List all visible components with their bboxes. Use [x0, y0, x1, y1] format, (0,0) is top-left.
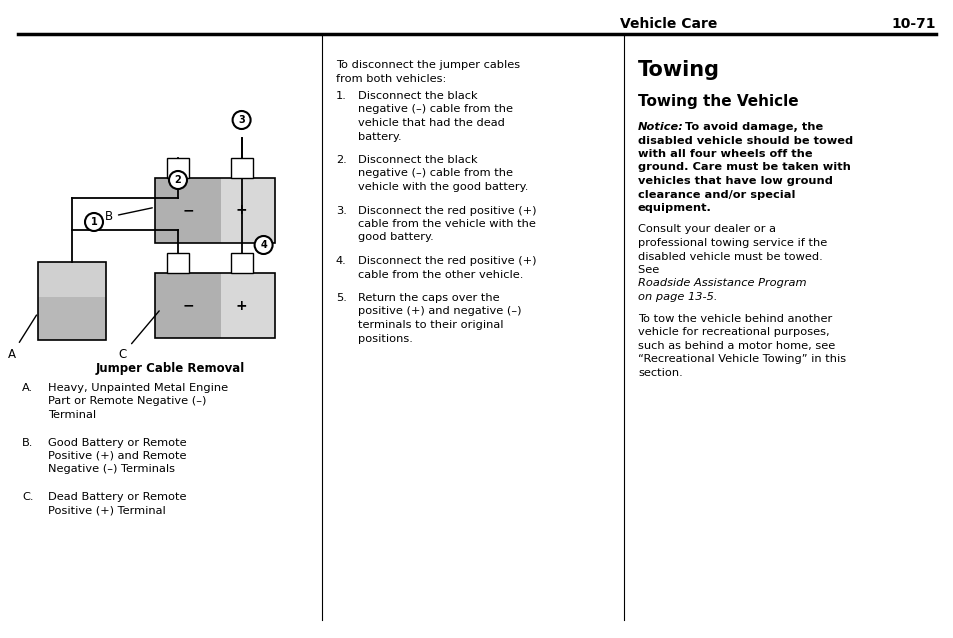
Text: Disconnect the black: Disconnect the black [357, 91, 477, 101]
Text: 2: 2 [174, 175, 181, 185]
Circle shape [85, 213, 103, 231]
Bar [221, 273, 274, 338]
Text: Good Battery or Remote: Good Battery or Remote [48, 438, 187, 447]
Text: Disconnect the red positive (+): Disconnect the red positive (+) [357, 256, 536, 266]
Text: vehicle that had the dead: vehicle that had the dead [357, 118, 504, 128]
Text: disabled vehicle should be towed: disabled vehicle should be towed [638, 135, 852, 145]
Text: Part or Remote Negative (–): Part or Remote Negative (–) [48, 396, 206, 406]
Bar [167, 158, 189, 178]
Text: professional towing service if the: professional towing service if the [638, 238, 826, 248]
Text: 4: 4 [260, 240, 267, 250]
Text: negative (–) cable from the: negative (–) cable from the [357, 105, 513, 114]
Text: Terminal: Terminal [48, 410, 96, 420]
Text: such as behind a motor home, see: such as behind a motor home, see [638, 341, 835, 350]
Text: ground. Care must be taken with: ground. Care must be taken with [638, 163, 850, 172]
Text: vehicle with the good battery.: vehicle with the good battery. [357, 182, 528, 192]
Bar [221, 178, 274, 243]
Text: +: + [235, 299, 247, 313]
Text: Vehicle Care: Vehicle Care [619, 17, 717, 31]
Text: Towing: Towing [638, 60, 720, 80]
Text: section.: section. [638, 367, 682, 378]
Text: equipment.: equipment. [638, 203, 711, 213]
Text: A: A [8, 315, 36, 360]
Text: 1.: 1. [335, 91, 347, 101]
Text: good battery.: good battery. [357, 232, 434, 242]
Text: Dead Battery or Remote: Dead Battery or Remote [48, 492, 186, 502]
Text: Negative (–) Terminals: Negative (–) Terminals [48, 464, 174, 475]
Bar [231, 253, 253, 273]
Text: 5.: 5. [335, 293, 347, 303]
Text: on page 13-5.: on page 13-5. [638, 292, 717, 302]
Bar [154, 273, 221, 338]
Text: Roadside Assistance Program: Roadside Assistance Program [638, 279, 806, 288]
Text: 3.: 3. [335, 205, 347, 216]
Text: See: See [638, 265, 662, 275]
Text: −: − [183, 204, 194, 218]
Text: clearance and/or special: clearance and/or special [638, 189, 795, 200]
Text: Towing the Vehicle: Towing the Vehicle [638, 94, 798, 109]
Text: 4.: 4. [335, 256, 346, 266]
Circle shape [254, 236, 273, 254]
Bar [154, 273, 274, 338]
Text: positions.: positions. [357, 334, 413, 343]
Bar [38, 262, 106, 340]
Text: To avoid damage, the: To avoid damage, the [680, 122, 822, 132]
Text: cable from the vehicle with the: cable from the vehicle with the [357, 219, 536, 229]
Circle shape [233, 111, 251, 129]
Text: Positive (+) Terminal: Positive (+) Terminal [48, 505, 166, 516]
Bar [154, 178, 221, 243]
Text: battery.: battery. [357, 131, 401, 142]
Text: cable from the other vehicle.: cable from the other vehicle. [357, 269, 523, 279]
Text: 1: 1 [91, 217, 97, 227]
Text: positive (+) and negative (–): positive (+) and negative (–) [357, 306, 521, 316]
Text: A.: A. [22, 383, 33, 393]
Circle shape [169, 171, 187, 189]
Text: Heavy, Unpainted Metal Engine: Heavy, Unpainted Metal Engine [48, 383, 228, 393]
Bar [38, 297, 106, 340]
Text: Disconnect the red positive (+): Disconnect the red positive (+) [357, 205, 536, 216]
Text: 10-71: 10-71 [890, 17, 935, 31]
Text: B: B [105, 208, 152, 223]
Text: disabled vehicle must be towed.: disabled vehicle must be towed. [638, 251, 821, 262]
Text: B.: B. [22, 438, 33, 447]
Text: Jumper Cable Removal: Jumper Cable Removal [95, 362, 244, 375]
Text: C: C [118, 311, 159, 360]
Text: Positive (+) and Remote: Positive (+) and Remote [48, 451, 186, 461]
Text: C.: C. [22, 492, 33, 502]
Bar [231, 158, 253, 178]
Text: 2.: 2. [335, 155, 346, 165]
Text: −: − [183, 299, 194, 313]
Text: Consult your dealer or a: Consult your dealer or a [638, 225, 775, 235]
Text: negative (–) cable from the: negative (–) cable from the [357, 168, 513, 179]
Bar [38, 262, 106, 297]
Text: “Recreational Vehicle Towing” in this: “Recreational Vehicle Towing” in this [638, 354, 845, 364]
Text: from both vehicles:: from both vehicles: [335, 73, 446, 84]
Text: Disconnect the black: Disconnect the black [357, 155, 477, 165]
Text: vehicle for recreational purposes,: vehicle for recreational purposes, [638, 327, 829, 337]
Text: 3: 3 [238, 115, 245, 125]
Bar [167, 253, 189, 273]
Text: +: + [235, 204, 247, 218]
Bar [154, 178, 274, 243]
Text: Notice:: Notice: [638, 122, 683, 132]
Text: vehicles that have low ground: vehicles that have low ground [638, 176, 832, 186]
Text: terminals to their original: terminals to their original [357, 320, 503, 330]
Text: To disconnect the jumper cables: To disconnect the jumper cables [335, 60, 519, 70]
Text: with all four wheels off the: with all four wheels off the [638, 149, 812, 159]
Text: To tow the vehicle behind another: To tow the vehicle behind another [638, 313, 831, 323]
Text: Return the caps over the: Return the caps over the [357, 293, 499, 303]
